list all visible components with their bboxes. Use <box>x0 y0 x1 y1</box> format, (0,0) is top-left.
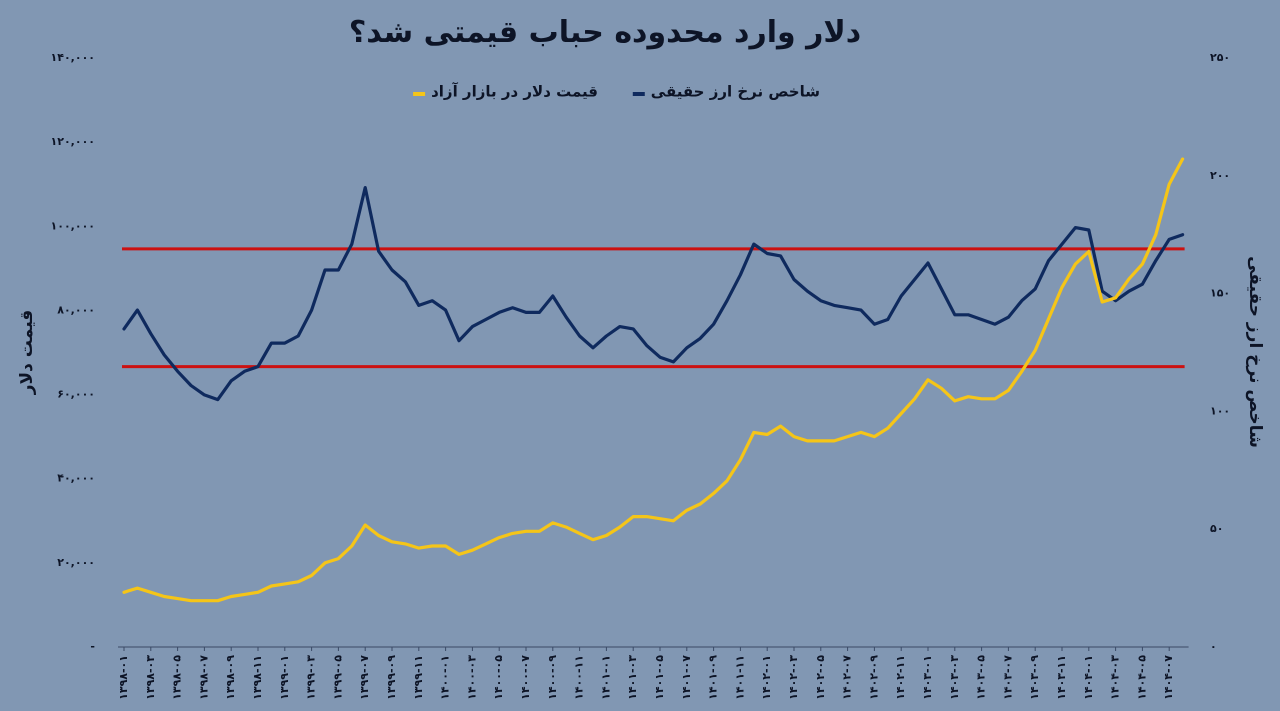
x-tick-label: ۱۴۰۱-۰۵ <box>653 655 666 700</box>
y-tick-label: ۱۲۰,۰۰۰ <box>51 135 95 148</box>
legend-label: قیمت دلار در بازار آزاد <box>431 83 598 101</box>
x-tick-label: ۱۳۹۹-۰۱ <box>278 655 291 700</box>
x-tick-label: ۱۴۰۳-۰۵ <box>975 655 988 700</box>
x-tick-label: ۱۴۰۴-۰۱ <box>1082 655 1095 700</box>
series-line <box>122 186 1185 402</box>
chart-title: دلار وارد محدوده حباب قیمتی شد؟ <box>349 15 861 50</box>
y2-tick-label: ۵۰ <box>1210 522 1223 535</box>
y-tick-label: ۸۰,۰۰۰ <box>57 303 95 316</box>
x-tick-label: ۱۴۰۴-۰۳ <box>1109 655 1122 700</box>
x-tick-label: ۱۴۰۰-۰۹ <box>546 655 559 700</box>
x-tick-label: ۱۴۰۳-۰۳ <box>948 655 961 700</box>
x-tick-label: ۱۴۰۱-۰۱ <box>599 655 612 700</box>
x-tick-label: ۱۴۰۰-۱۱ <box>573 655 586 700</box>
y2-axis-label: شاخص نرخ ارز حقیقی <box>1245 256 1265 448</box>
x-tick-label: ۱۳۹۹-۰۹ <box>385 655 398 700</box>
x-tick-label: ۱۳۹۸-۰۱ <box>117 655 130 700</box>
x-tick-label: ۱۳۹۸-۱۱ <box>251 655 264 700</box>
x-tick-label: ۱۴۰۲-۱۱ <box>894 655 907 700</box>
y2-tick-label: ۲۰۰ <box>1210 169 1230 182</box>
x-tick-label: ۱۴۰۴-۰۷ <box>1162 655 1175 700</box>
x-tick-label: ۱۴۰۳-۱۱ <box>1055 655 1068 700</box>
x-tick-label: ۱۴۰۰-۰۳ <box>465 655 478 700</box>
y-tick-label: ۴۰,۰۰۰ <box>57 472 95 485</box>
x-tick-label: ۱۳۹۸-۰۵ <box>171 655 184 700</box>
x-tick-label: ۱۳۹۹-۰۷ <box>358 655 371 700</box>
x-tick-label: ۱۴۰۲-۰۵ <box>814 655 827 700</box>
x-tick-label: ۱۴۰۴-۰۵ <box>1135 655 1148 700</box>
x-tick-label: ۱۴۰۲-۰۹ <box>867 655 880 700</box>
x-tick-label: ۱۳۹۹-۰۳ <box>305 655 318 700</box>
y-tick-label: - <box>90 640 95 653</box>
x-tick-label: ۱۳۹۹-۱۱ <box>412 655 425 700</box>
x-tick-label: ۱۴۰۱-۰۷ <box>680 655 693 700</box>
legend-label: شاخص نرخ ارز حقیقی <box>651 83 820 101</box>
y2-tick-label: ۰ <box>1210 640 1217 653</box>
y2-tick-label: ۱۵۰ <box>1210 287 1230 300</box>
x-tick-label: ۱۳۹۸-۰۹ <box>224 655 237 700</box>
x-tick-label: ۱۳۹۸-۰۷ <box>197 655 210 700</box>
x-tick-label: ۱۳۹۹-۰۵ <box>331 655 344 700</box>
x-tick-label: ۱۴۰۱-۱۱ <box>733 655 746 700</box>
y-tick-label: ۱۴۰,۰۰۰ <box>51 51 95 64</box>
x-tick-label: ۱۴۰۱-۰۳ <box>626 655 639 700</box>
y-tick-label: ۲۰,۰۰۰ <box>57 556 95 569</box>
x-tick-label: ۱۴۰۲-۰۳ <box>787 655 800 700</box>
x-tick-label: ۱۳۹۸-۰۳ <box>144 655 157 700</box>
x-tick-label: ۱۴۰۳-۰۷ <box>1001 655 1014 700</box>
series-line <box>122 157 1185 603</box>
x-tick-label: ۱۴۰۰-۰۵ <box>492 655 505 700</box>
y2-tick-label: ۲۵۰ <box>1210 51 1230 64</box>
y-tick-label: ۱۰۰,۰۰۰ <box>51 219 95 232</box>
y-tick-label: ۶۰,۰۰۰ <box>57 388 95 401</box>
y2-tick-label: ۱۰۰ <box>1210 404 1230 417</box>
x-tick-label: ۱۴۰۰-۰۷ <box>519 655 532 700</box>
y-axis-label: قیمت دلار <box>17 310 37 396</box>
x-tick-label: ۱۴۰۲-۰۷ <box>841 655 854 700</box>
x-tick-label: ۱۴۰۰-۰۱ <box>439 655 452 700</box>
x-tick-label: ۱۴۰۱-۰۹ <box>707 655 720 700</box>
x-tick-label: ۱۴۰۳-۰۹ <box>1028 655 1041 700</box>
x-tick-label: ۱۴۰۲-۰۱ <box>760 655 773 700</box>
x-tick-label: ۱۴۰۳-۰۱ <box>921 655 934 700</box>
